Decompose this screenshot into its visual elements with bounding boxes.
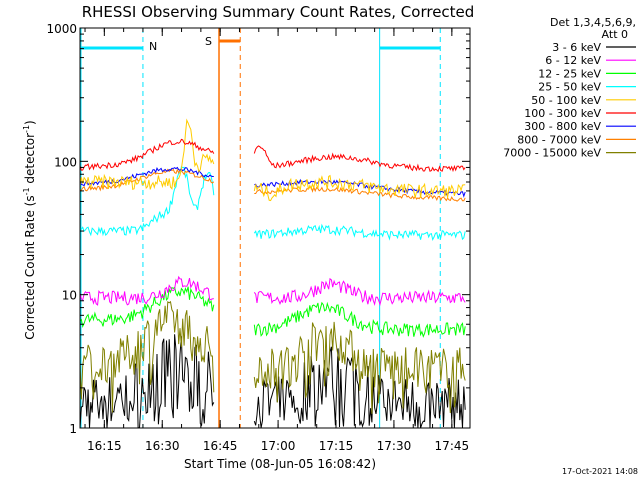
- legend-label-6: 300 - 800 keV: [524, 120, 601, 133]
- x-tick-label-0: 16:15: [87, 439, 122, 453]
- chart-title: RHESSI Observing Summary Count Rates, Co…: [82, 3, 475, 21]
- series-line-4: [79, 118, 466, 202]
- y-tick-label-1: 10: [62, 289, 77, 303]
- legend-label-4: 50 - 100 keV: [531, 94, 601, 107]
- saa-label: S: [205, 35, 212, 48]
- series-line-8: [79, 300, 466, 414]
- y-label-part3: ): [23, 120, 37, 125]
- footer-timestamp: 17-Oct-2021 14:08: [562, 467, 638, 476]
- y-tick-label-2: 100: [54, 155, 77, 169]
- plot-frame: [79, 27, 471, 429]
- x-tick-label-5: 17:30: [377, 439, 412, 453]
- legend-label-5: 100 - 300 keV: [524, 107, 601, 120]
- series-line-1: [79, 275, 466, 307]
- y-label-sup1: -1: [22, 187, 31, 195]
- x-axis-label: Start Time (08-Jun-05 16:08:42): [184, 457, 376, 471]
- x-tick-label-4: 17:15: [319, 439, 354, 453]
- legend-header-attenuator: Att 0: [602, 28, 628, 41]
- y-axis-label: Corrected Count Rate (s-1 detector-1): [22, 120, 37, 339]
- legend-label-0: 3 - 6 keV: [552, 41, 601, 54]
- x-tick-label-2: 16:45: [203, 439, 238, 453]
- y-label-part1: Corrected Count Rate (s: [23, 195, 37, 339]
- axes: 1 10 100 1000 16:15 16:30 16:45 17:00 17:15 17:30…: [46, 22, 471, 453]
- y-tick-label-3: 1000: [46, 22, 77, 36]
- y-label-part2: detector: [23, 133, 37, 188]
- legend-label-1: 6 - 12 keV: [545, 54, 601, 67]
- series-line-3: [79, 166, 466, 242]
- legend-header-detectors: Det 1,3,4,5,6,9,: [550, 16, 636, 29]
- legend-label-2: 12 - 25 keV: [538, 67, 601, 80]
- series-line-7: [79, 168, 466, 202]
- series-line-5: [79, 138, 466, 173]
- y-tick-label-0: 1: [69, 422, 77, 436]
- legend-label-3: 25 - 50 keV: [538, 81, 601, 94]
- series-line-2: [79, 286, 466, 338]
- legend-label-7: 800 - 7000 keV: [517, 133, 601, 146]
- y-label-sup2: -1: [22, 125, 31, 133]
- x-tick-label-3: 17:00: [261, 439, 296, 453]
- night-label: N: [149, 40, 157, 53]
- x-tick-label-6: 17:45: [435, 439, 470, 453]
- x-tick-label-1: 16:30: [145, 439, 180, 453]
- legend-label-8: 7000 - 15000 keV: [503, 147, 601, 160]
